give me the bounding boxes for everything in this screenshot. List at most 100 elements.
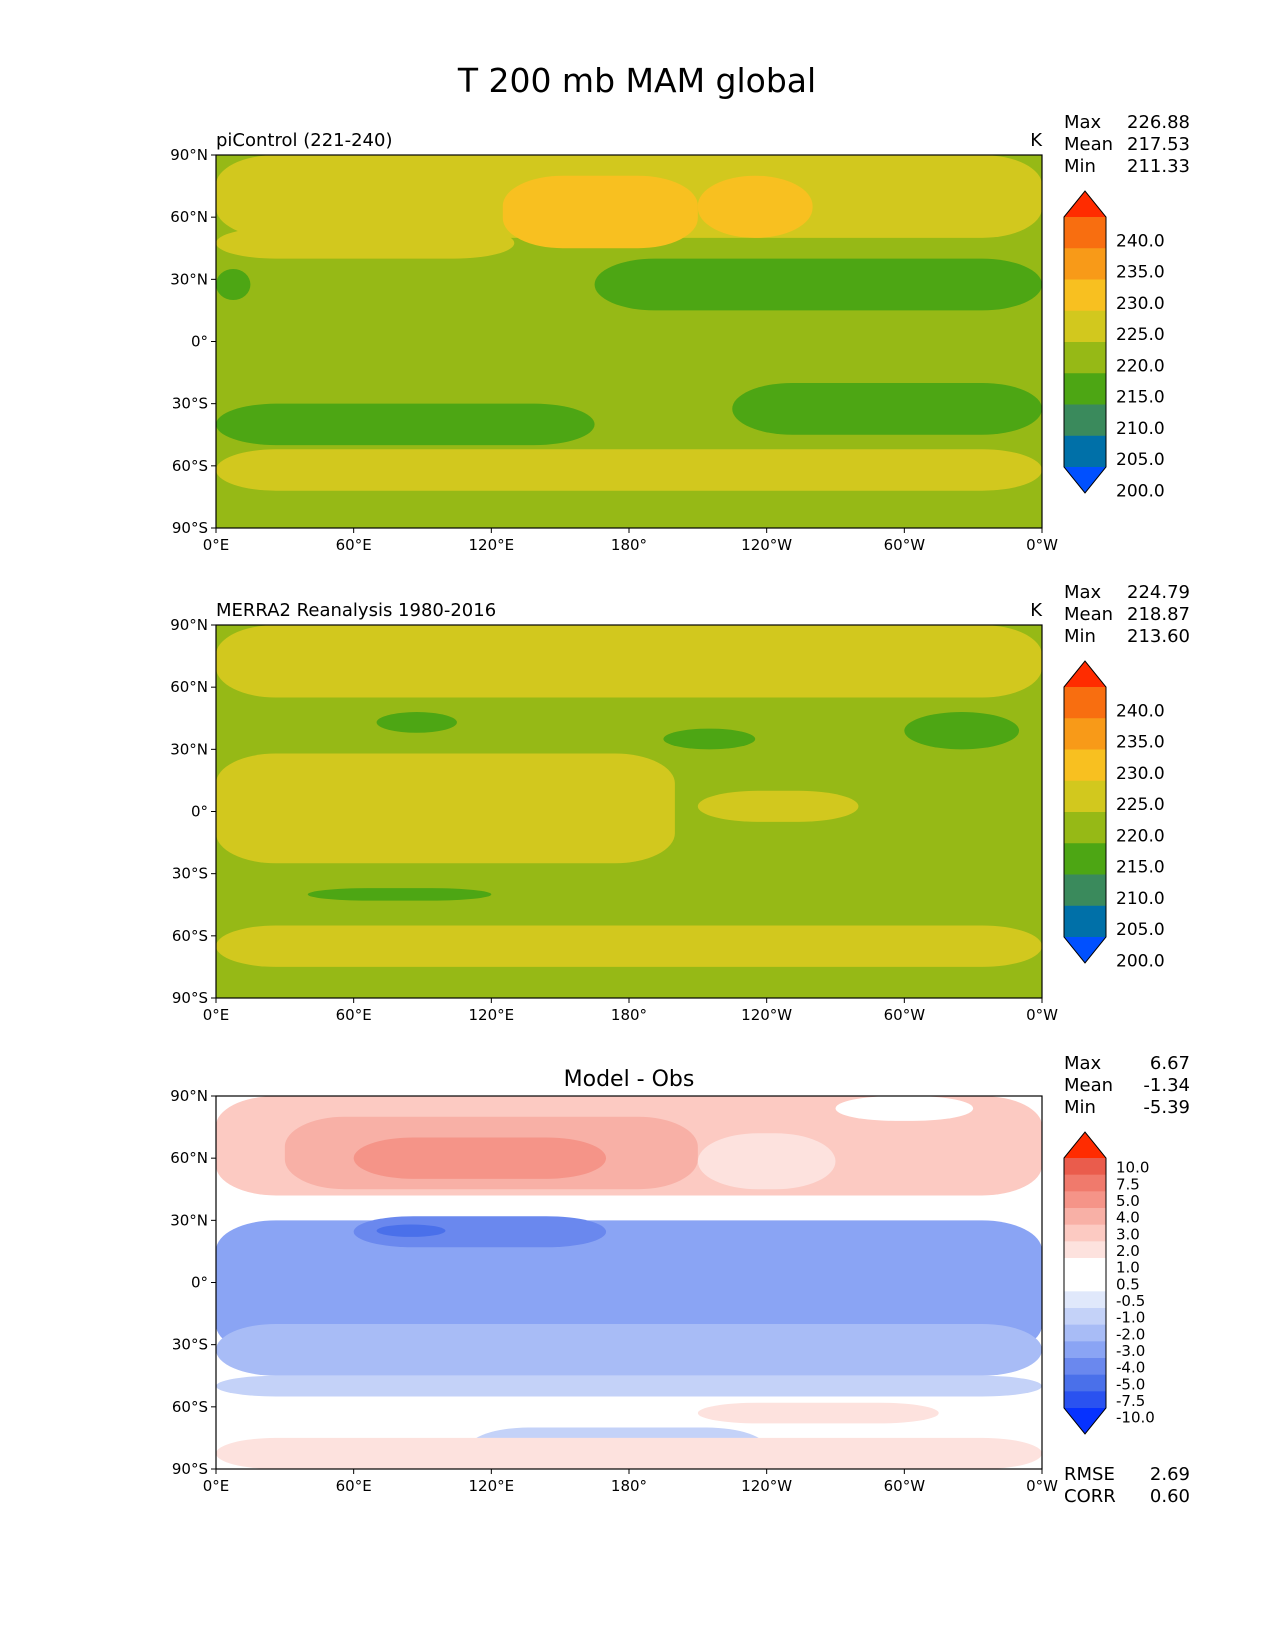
contour-region-2 (216, 753, 675, 864)
lat-tick-label: 60°S (172, 457, 208, 475)
colorbar-label: 225.0 (1116, 325, 1165, 345)
lon-tick-label: 120°W (741, 1477, 792, 1495)
colorbar-label: 235.0 (1116, 733, 1165, 753)
colorbar-label: 215.0 (1116, 858, 1165, 878)
colorbar-label: -0.5 (1116, 1292, 1145, 1310)
colorbar-label: 205.0 (1116, 450, 1165, 470)
stat-value: -5.39 (1143, 1097, 1190, 1118)
colorbar-band (1064, 718, 1106, 750)
colorbar-extend-max (1064, 191, 1106, 217)
panel-2: 90°N 60°N 30°N 0° 30°S 60°S 90°S0°E 60°E 120°E 18… (170, 582, 1190, 1024)
colorbar-band (1064, 1224, 1106, 1242)
colorbar-label: -7.5 (1116, 1392, 1145, 1410)
stat-label: Mean (1064, 604, 1113, 625)
colorbar-band (1064, 310, 1106, 343)
lon-tick-label: 120°E (469, 536, 515, 554)
lat-tick-label: 30°S (172, 1336, 208, 1354)
lat-tick-label: 30°S (172, 865, 208, 883)
colorbar-band (1064, 780, 1106, 813)
lon-tick-label: 60°W (884, 1006, 926, 1024)
contour-region-8 (307, 888, 492, 901)
colorbar-outline (1063, 1131, 1107, 1435)
lat-tick-label: 90°N (170, 616, 208, 634)
colorbar-band (1064, 1391, 1106, 1409)
colorbar-band (1064, 1191, 1106, 1209)
colorbar-band (1064, 1258, 1106, 1276)
stat-label: Min (1064, 626, 1096, 647)
colorbar: 240.0 235.0 230.0 225.0 220.0 215.0 210.0 205.0… (1063, 660, 1165, 971)
lat-tick-label: 0° (191, 803, 208, 821)
lon-tick-label: 0°W (1026, 536, 1058, 554)
lat-tick-label: 60°S (172, 927, 208, 945)
colorbar-band (1064, 1324, 1106, 1342)
metric-value: 0.60 (1150, 1486, 1190, 1507)
colorbar-band (1064, 404, 1106, 437)
contour-region-9 (216, 449, 1042, 491)
lat-tick-label: 30°S (172, 395, 208, 413)
colorbar-label: 215.0 (1116, 388, 1165, 408)
lon-tick-label: 0°E (203, 1006, 230, 1024)
stat-label: Min (1064, 156, 1096, 177)
colorbar-outline (1063, 660, 1107, 964)
panel-1: 90°N 60°N 30°N 0° 30°S 60°S 90°S0°E 60°E 120°E 18… (170, 112, 1190, 554)
colorbar-band (1064, 905, 1106, 938)
lon-tick-label: 120°E (469, 1477, 515, 1495)
contour-region-1 (216, 625, 1042, 698)
colorbar-label: -2.0 (1116, 1325, 1145, 1343)
lat-tick-label: 90°N (170, 146, 208, 164)
contour-region-5 (835, 1096, 974, 1121)
colorbar-band (1064, 1241, 1106, 1259)
colorbar-band (1064, 1174, 1106, 1192)
colorbar-label: 205.0 (1116, 920, 1165, 940)
contour-region-4 (216, 925, 1042, 967)
colorbar-label: -4.0 (1116, 1359, 1145, 1377)
colorbar-label: 4.0 (1116, 1209, 1140, 1227)
lon-tick-label: 0°E (203, 1477, 230, 1495)
colorbar-label: 200.0 (1116, 481, 1165, 501)
contour-region-2 (216, 227, 515, 259)
contour-region-3 (697, 790, 859, 822)
colorbar-label: 210.0 (1116, 419, 1165, 439)
colorbar-band (1064, 373, 1106, 405)
colorbar-extend-min (1064, 1408, 1106, 1434)
contour-region-6 (216, 1220, 1042, 1356)
lon-tick-label: 120°W (741, 1006, 792, 1024)
colorbar-band (1064, 342, 1106, 374)
colorbar-band (1064, 217, 1106, 249)
colorbar-band (1064, 1291, 1106, 1309)
colorbar-band (1064, 749, 1106, 782)
lat-tick-label: 60°N (170, 678, 208, 696)
lat-tick-label: 60°N (170, 208, 208, 226)
units-label: K (1030, 130, 1043, 151)
lon-tick-label: 120°E (469, 1006, 515, 1024)
colorbar-extend-min (1064, 467, 1106, 493)
stat-value: 213.60 (1127, 626, 1190, 647)
colorbar-band (1064, 1308, 1106, 1326)
colorbar-extend-min (1064, 937, 1106, 963)
colorbar-label: -10.0 (1116, 1409, 1155, 1427)
colorbar-band (1064, 1274, 1106, 1292)
colorbar-label: -1.0 (1116, 1309, 1145, 1327)
lon-tick-label: 0°W (1026, 1477, 1058, 1495)
colorbar-label: 200.0 (1116, 951, 1165, 971)
contour-region-10 (216, 1375, 1042, 1397)
stat-label: Max (1064, 112, 1102, 133)
panel-title: MERRA2 Reanalysis 1980-2016 (216, 600, 496, 621)
colorbar-label: 240.0 (1116, 701, 1165, 721)
colorbar-band (1064, 279, 1106, 312)
contour-region-3 (353, 1137, 607, 1179)
lat-tick-label: 90°S (172, 1460, 208, 1478)
colorbar-band (1064, 1158, 1106, 1176)
lon-tick-label: 60°W (884, 536, 926, 554)
colorbar-label: 230.0 (1116, 764, 1165, 784)
lon-tick-label: 120°W (741, 536, 792, 554)
contour-region-5 (594, 258, 1042, 311)
contour-region-4 (697, 1133, 836, 1190)
colorbar-label: 240.0 (1116, 231, 1165, 251)
lon-tick-label: 180° (611, 1006, 647, 1024)
contour-region-7 (216, 403, 595, 446)
colorbar-label: 10.0 (1116, 1159, 1149, 1177)
colorbar-label: 235.0 (1116, 263, 1165, 283)
panel-title: piControl (221-240) (216, 130, 392, 151)
